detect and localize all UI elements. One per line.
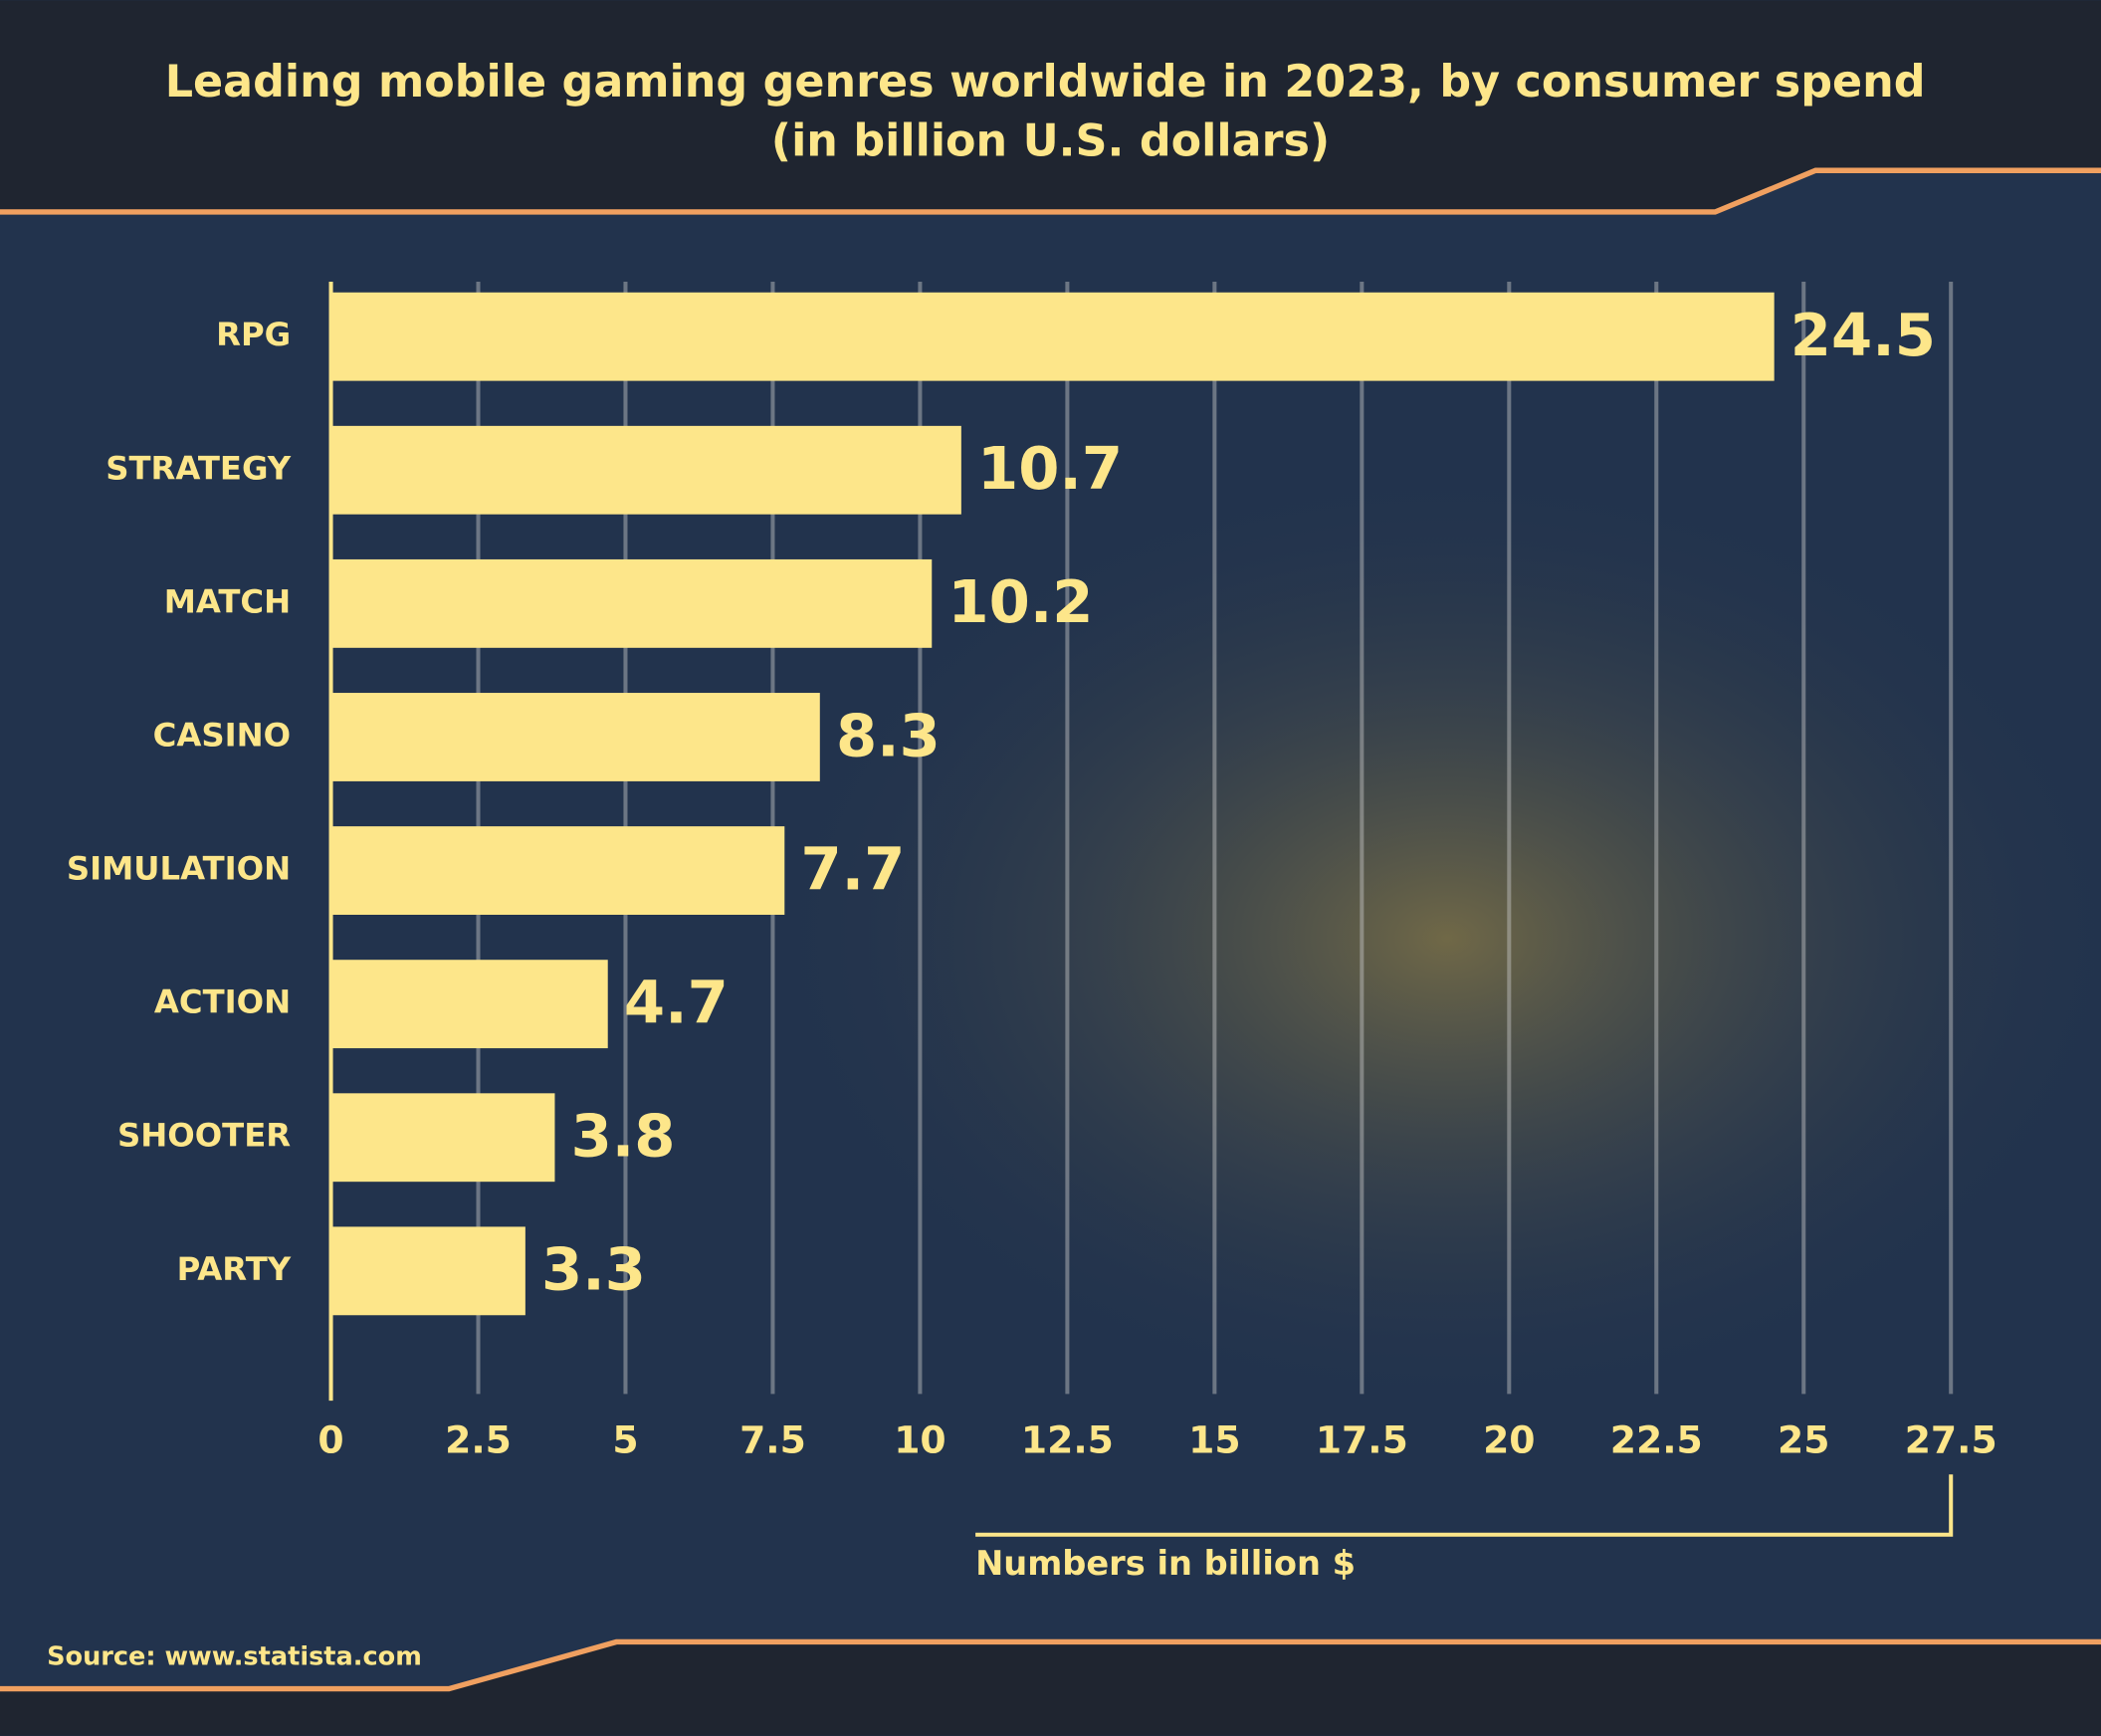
data-label: 4.7 (624, 968, 729, 1036)
data-label: 7.7 (800, 834, 905, 903)
y-tick-label: MATCH (164, 582, 291, 620)
chart-title: Leading mobile gaming genres worldwide i… (165, 57, 1926, 108)
x-tick-label: 12.5 (1021, 1417, 1114, 1461)
bar (330, 826, 785, 915)
x-tick-label: 17.5 (1316, 1417, 1408, 1461)
axis-bracket (975, 1474, 1954, 1537)
x-tick-label: 2.5 (445, 1417, 512, 1461)
x-tick-label: 5 (612, 1417, 638, 1461)
header-rule (0, 167, 2101, 215)
bar (330, 425, 961, 515)
bar (330, 693, 820, 781)
data-label: 3.8 (571, 1102, 676, 1171)
source: Source: www.statista.com (47, 1642, 422, 1672)
x-tick-label: 22.5 (1610, 1417, 1703, 1461)
y-tick-label: CASINO (153, 716, 291, 754)
y-tick-label: STRATEGY (105, 449, 292, 487)
x-tick-label: 10 (894, 1417, 945, 1461)
x-tick-label: 20 (1483, 1417, 1535, 1461)
bar (330, 292, 1775, 381)
chart-subtitle: (in billion U.S. dollars) (771, 115, 1330, 166)
x-axis-label: Numbers in billion $ (975, 1544, 1356, 1583)
bar (330, 960, 608, 1049)
plot-area: 0 2.5 5 7.5 10 12.5 15 17.5 20 22.5 25 27.5 RPG 24.5 S… (67, 281, 1997, 1461)
x-tick-label: 0 (317, 1417, 343, 1461)
y-tick-label: ACTION (154, 983, 291, 1021)
x-tick-label: 7.5 (739, 1417, 806, 1461)
bar (330, 1093, 555, 1183)
y-tick-label: PARTY (177, 1250, 292, 1288)
footer-band (0, 1641, 2101, 1736)
bar (330, 558, 933, 648)
data-label: 24.5 (1790, 301, 1936, 369)
y-tick-label: SIMULATION (67, 850, 291, 888)
y-tick-label: SHOOTER (117, 1117, 291, 1155)
data-label: 10.7 (977, 434, 1123, 503)
footer-rule (0, 1638, 2101, 1692)
background-photo (750, 456, 2101, 1421)
data-label: 3.3 (541, 1235, 646, 1304)
data-label: 8.3 (836, 701, 941, 769)
data-label: 10.2 (947, 567, 1093, 636)
header-band (0, 0, 2101, 212)
y-tick-label: RPG (216, 316, 291, 353)
bar (330, 1226, 525, 1316)
x-tick-label: 25 (1778, 1417, 1829, 1461)
x-tick-label: 27.5 (1905, 1417, 1997, 1461)
x-tick-label: 15 (1188, 1417, 1240, 1461)
